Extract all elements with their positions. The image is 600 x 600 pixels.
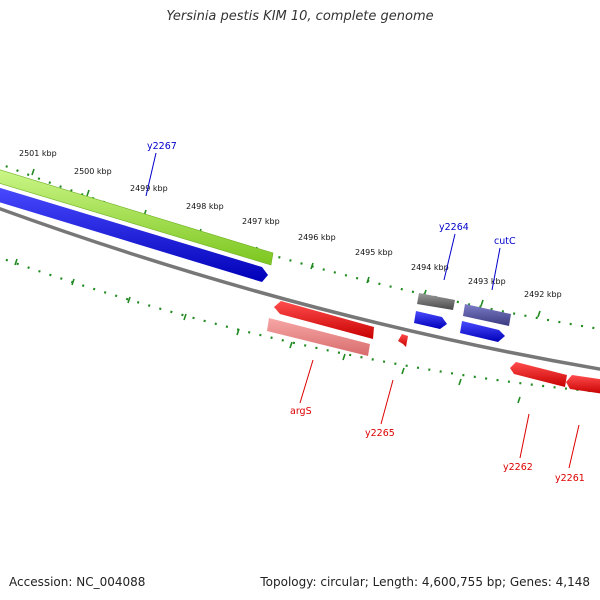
kbp-label: 2496 kbp	[298, 233, 336, 242]
kbp-label: 2498 kbp	[186, 202, 224, 211]
cds-feature-y2264	[414, 311, 447, 329]
feature-y2264	[417, 293, 455, 310]
map-title: Yersinia pestis KIM 10, complete genome	[166, 9, 434, 24]
rna-feature-argS	[267, 318, 370, 356]
kbp-label: 2500 kbp	[74, 167, 112, 176]
kbp-label: 2492 kbp	[524, 290, 562, 299]
kbp-label: 2494 kbp	[411, 263, 449, 272]
genome-summary-label: Topology: circular; Length: 4,600,755 bp…	[260, 575, 590, 589]
kbp-labels: 2501 kbp 2500 kbp 2499 kbp 2498 kbp 2497…	[19, 149, 562, 299]
gene-label-y2265: y2265	[365, 428, 395, 439]
feature-cutC	[463, 304, 511, 326]
reverse-features	[267, 301, 600, 394]
label-leader-lines	[145, 152, 580, 469]
gene-label-argS: argS	[290, 406, 312, 417]
kbp-label: 2499 kbp	[130, 184, 168, 193]
kbp-label: 2497 kbp	[242, 217, 280, 226]
gene-label-y2261: y2261	[555, 473, 585, 484]
cds-feature-y2262	[510, 362, 567, 387]
gene-label-cutC: cutC	[494, 236, 516, 247]
gene-label-y2267: y2267	[147, 141, 177, 152]
kbp-label: 2501 kbp	[19, 149, 57, 158]
kbp-label: 2493 kbp	[468, 277, 506, 286]
cds-feature-y2265	[398, 334, 408, 347]
gene-labels: y2267 y2264 cutC argS y2265 y2262 y2261	[147, 141, 585, 484]
rna-feature	[0, 169, 274, 266]
genome-backbone	[0, 206, 600, 371]
cds-feature-argS	[274, 301, 374, 339]
cds-feature-y2267	[0, 187, 268, 282]
cds-feature-y2261	[566, 375, 600, 394]
gene-label-y2264: y2264	[439, 222, 469, 233]
accession-label: Accession: NC_004088	[9, 575, 146, 589]
cds-feature-cutC	[460, 321, 505, 342]
forward-features	[0, 169, 511, 342]
gene-label-y2262: y2262	[503, 462, 533, 473]
kbp-label: 2495 kbp	[355, 248, 393, 257]
